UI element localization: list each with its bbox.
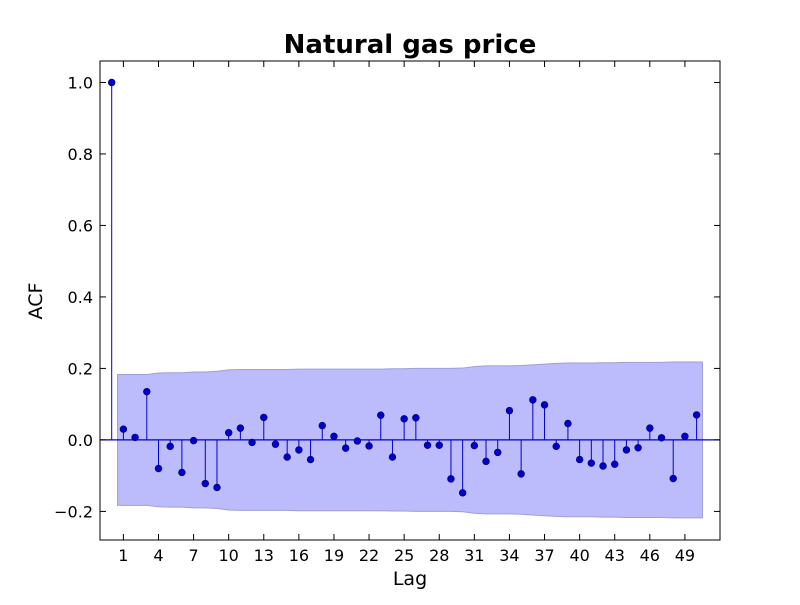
acf-point <box>599 462 607 470</box>
acf-point <box>634 444 642 452</box>
acf-point <box>470 441 479 450</box>
acf-point <box>166 442 174 451</box>
acf-point <box>143 387 151 396</box>
acf-point <box>224 429 233 437</box>
acf-point <box>283 453 291 461</box>
x-tick-label: 49 <box>675 546 695 565</box>
plot-area: 1 4 7 10 13 16 19 22 25 28 31 34 37 40 43 46 49 −0.2 0.0 0.… <box>54 60 721 565</box>
acf-point <box>131 433 139 442</box>
x-tick-label: 46 <box>640 546 660 565</box>
acf-point <box>646 424 654 432</box>
acf-point <box>248 438 256 447</box>
x-tick-label: 19 <box>324 546 344 565</box>
acf-point <box>564 419 572 428</box>
acf-point <box>681 432 689 441</box>
y-tick-label: 1.0 <box>68 73 93 92</box>
acf-point <box>178 468 186 477</box>
x-tick-label: 31 <box>464 546 484 565</box>
acf-point <box>271 440 280 448</box>
x-tick-label: 16 <box>289 546 309 565</box>
acf-point <box>529 396 537 404</box>
x-tick-label: 13 <box>254 546 274 565</box>
x-tick-label: 1 <box>118 546 128 565</box>
acf-point <box>295 446 303 454</box>
x-tick-label: 37 <box>534 546 554 565</box>
x-tick-label: 43 <box>605 546 625 565</box>
acf-point <box>447 475 455 483</box>
acf-point <box>353 437 362 445</box>
acf-point <box>622 446 631 454</box>
acf-point <box>341 444 350 452</box>
acf-point <box>657 434 666 442</box>
acf-point <box>119 425 128 433</box>
acf-point <box>201 479 209 488</box>
acf-point <box>552 442 560 451</box>
x-tick-label: 4 <box>153 546 163 565</box>
x-tick-label: 7 <box>188 546 198 565</box>
acf-point <box>330 432 338 441</box>
acf-point <box>154 464 163 473</box>
acf-point <box>423 441 432 449</box>
acf-point <box>213 483 221 492</box>
acf-point <box>189 436 198 445</box>
y-tick-label: 0.6 <box>68 216 93 235</box>
y-tick-label: 0.0 <box>68 431 93 450</box>
acf-point <box>107 78 116 87</box>
acf-point <box>412 414 420 422</box>
x-axis-label: Lag <box>393 568 427 590</box>
axes-frame <box>99 60 721 541</box>
y-tick-label: 0.8 <box>68 145 93 164</box>
acf-point <box>435 441 443 449</box>
acf-point <box>692 411 701 419</box>
acf-point <box>611 460 619 468</box>
x-tick-label: 25 <box>394 546 414 565</box>
acf-point <box>505 406 514 415</box>
acf-point <box>517 470 525 478</box>
acf-point <box>587 459 596 467</box>
y-tick-label: 0.2 <box>68 359 93 378</box>
y-tick-label: −0.2 <box>54 502 93 521</box>
acf-point <box>669 474 677 483</box>
acf-point <box>400 415 408 423</box>
x-tick-label: 28 <box>429 546 449 565</box>
acf-point <box>306 455 315 464</box>
acf-point <box>575 455 584 464</box>
x-tick-label: 34 <box>499 546 519 565</box>
y-axis-label: ACF <box>25 283 47 320</box>
acf-point <box>388 453 397 461</box>
acf-point <box>482 457 490 466</box>
acf-point <box>377 411 385 419</box>
chart-title: Natural gas price <box>284 30 537 60</box>
acf-point <box>458 489 467 497</box>
acf-point <box>540 401 549 409</box>
acf-point <box>494 448 502 457</box>
x-tick-label: 40 <box>569 546 589 565</box>
acf-point <box>260 413 268 422</box>
acf-point <box>365 442 373 450</box>
acf-point <box>318 421 326 430</box>
x-tick-label: 22 <box>359 546 379 565</box>
acf-point <box>236 424 245 432</box>
y-tick-label: 0.4 <box>68 288 93 307</box>
x-tick-label: 10 <box>218 546 238 565</box>
